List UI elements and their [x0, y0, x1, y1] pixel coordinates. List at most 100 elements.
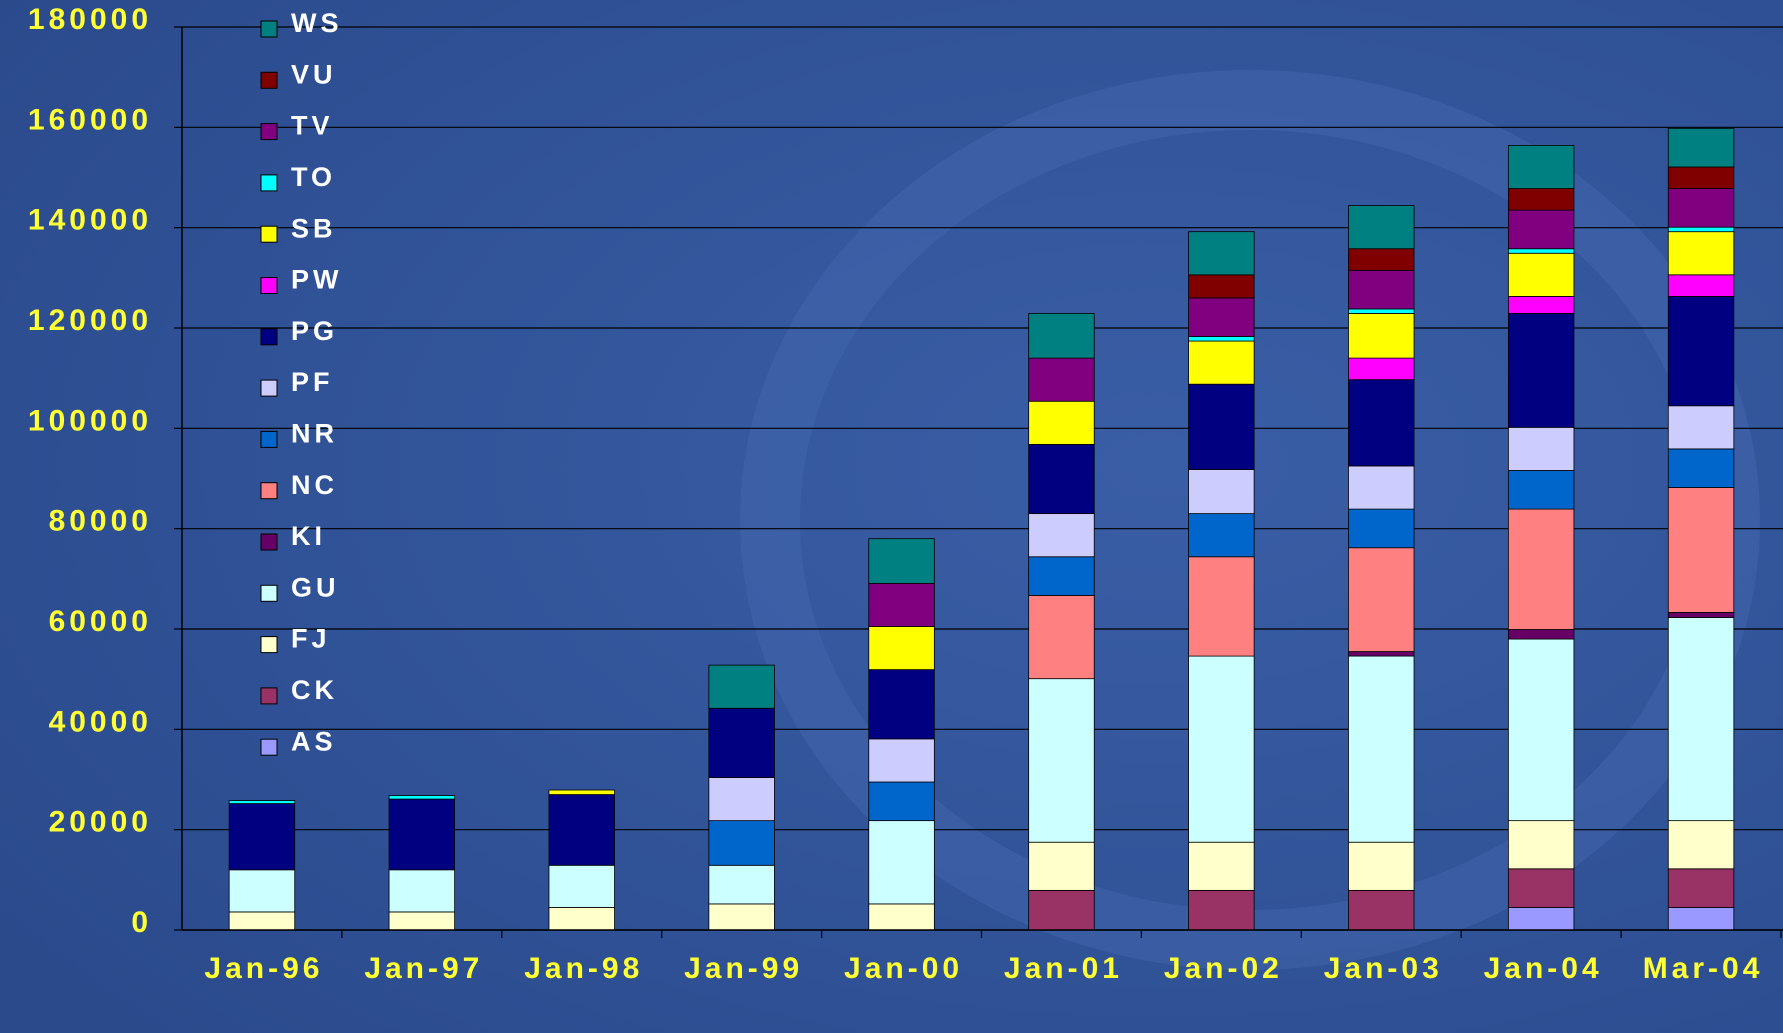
bar-segment: [709, 665, 775, 708]
page: 0200004000060000800001000001200001400001…: [0, 0, 1783, 1033]
bar-segment: [1668, 275, 1734, 297]
bar-segment: [1668, 869, 1734, 908]
bar-segment: [1029, 557, 1095, 596]
bar-segment: [1189, 842, 1255, 890]
bar-segment: [1508, 296, 1574, 313]
bar-segment: [1508, 630, 1574, 640]
bar-segment: [389, 796, 455, 800]
bar-segment: [1508, 249, 1574, 254]
bar-segment: [229, 912, 295, 930]
legend-label: NC: [291, 470, 338, 500]
legend-label: KI: [291, 521, 326, 551]
legend-label: PF: [291, 367, 334, 397]
legend-swatch: [261, 688, 277, 704]
legend-swatch: [261, 278, 277, 294]
bar-segment: [1348, 249, 1414, 271]
legend-label: AS: [291, 726, 337, 756]
bar-segment: [1508, 145, 1574, 188]
bar-segment: [869, 539, 935, 584]
bar-segment: [1029, 679, 1095, 843]
bar-segment: [1668, 227, 1734, 232]
bar-segment: [1668, 189, 1734, 228]
bar-segment: [1668, 488, 1734, 613]
y-tick-label: 120000: [28, 304, 152, 337]
bar-segment: [869, 782, 935, 821]
bar-segment: [1348, 206, 1414, 249]
legend-swatch: [261, 175, 277, 191]
bar-segment: [1348, 309, 1414, 314]
bar-segment: [869, 821, 935, 904]
bar-segment: [709, 865, 775, 904]
bar-segment: [709, 777, 775, 820]
bar-segment: [869, 670, 935, 739]
legend-label: PW: [291, 265, 343, 295]
bar-segment: [1189, 298, 1255, 337]
bar-segment: [1189, 656, 1255, 842]
bar-segment: [1029, 401, 1095, 444]
bar-segment: [1668, 406, 1734, 449]
legend-label: TO: [291, 162, 336, 192]
legend-label: WS: [291, 8, 343, 38]
legend-swatch: [261, 21, 277, 37]
bar-segment: [1508, 189, 1574, 211]
bar-segment: [1348, 466, 1414, 509]
bar-segment: [1189, 890, 1255, 930]
chart: 0200004000060000800001000001200001400001…: [0, 0, 1783, 1033]
bar-segment: [1508, 427, 1574, 470]
x-tick-label: Jan-03: [1324, 952, 1443, 985]
bar-segment: [1508, 313, 1574, 427]
legend-swatch: [261, 739, 277, 755]
bar-segment: [1348, 380, 1414, 466]
bar-segment: [1029, 514, 1095, 557]
bar-segment: [1508, 509, 1574, 629]
bar-segment: [549, 907, 615, 930]
legend-swatch: [261, 124, 277, 140]
legend-swatch: [261, 483, 277, 499]
legend-swatch: [261, 585, 277, 601]
bar-segment: [869, 583, 935, 626]
bar-segment: [1189, 469, 1255, 513]
bar-segment: [1348, 890, 1414, 930]
legend-swatch: [261, 431, 277, 447]
bar-segment: [1029, 444, 1095, 513]
bar-segment: [1189, 232, 1255, 275]
bar-segment: [1348, 509, 1414, 548]
bar-segment: [1348, 270, 1414, 309]
y-tick-label: 180000: [28, 3, 152, 36]
y-tick-label: 160000: [28, 103, 152, 136]
bar-segment: [1508, 210, 1574, 249]
x-tick-label: Jan-01: [1004, 952, 1123, 985]
bar-segment: [1348, 313, 1414, 358]
y-tick-label: 140000: [28, 204, 152, 237]
y-tick-label: 20000: [49, 806, 152, 839]
bar-segment: [1668, 821, 1734, 869]
legend-swatch: [261, 637, 277, 653]
bar-segment: [709, 708, 775, 777]
bar-segment: [1668, 907, 1734, 930]
x-tick-label: Jan-00: [844, 952, 963, 985]
bar-segment: [1668, 167, 1734, 189]
bar-segment: [1348, 652, 1414, 657]
legend-swatch: [261, 226, 277, 242]
legend-label: GU: [291, 572, 340, 602]
bar-segment: [1189, 557, 1255, 656]
bar-segment: [1508, 639, 1574, 821]
x-tick-label: Jan-04: [1484, 952, 1603, 985]
bar-segment: [1029, 842, 1095, 890]
y-tick-label: 60000: [49, 605, 152, 638]
bar-segment: [1189, 514, 1255, 557]
bar-segment: [869, 739, 935, 782]
bar-segment: [1508, 821, 1574, 869]
bar-segment: [229, 801, 295, 804]
bar-segment: [229, 870, 295, 912]
bar-segment: [1029, 313, 1095, 358]
bar-segment: [869, 904, 935, 930]
bar-segment: [1508, 470, 1574, 509]
bar-segment: [1348, 656, 1414, 842]
x-tick-label: Jan-99: [684, 952, 803, 985]
bar-segment: [1348, 358, 1414, 380]
bar-segment: [1348, 842, 1414, 890]
legend-label: SB: [291, 213, 337, 243]
legend-swatch: [261, 72, 277, 88]
legend-label: CK: [291, 675, 338, 705]
